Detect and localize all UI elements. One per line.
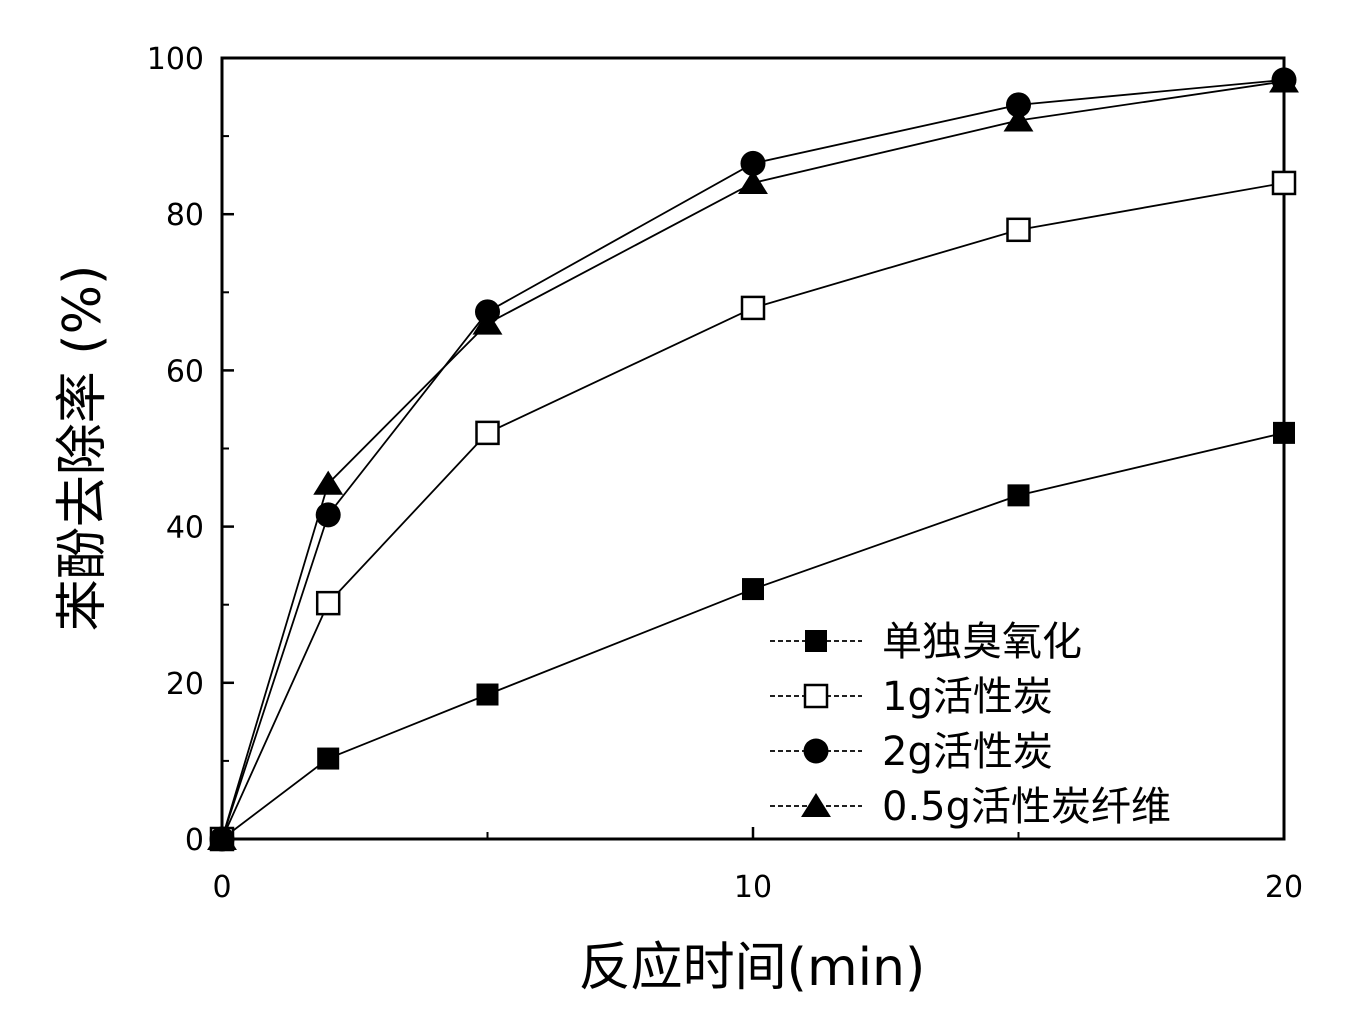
series-line: [221, 182, 1285, 840]
data-point: [738, 169, 768, 195]
data-point: [476, 683, 499, 706]
x-axis: 0 10 20: [212, 827, 1303, 905]
data-point: [207, 826, 237, 851]
data-point: [1273, 421, 1295, 444]
legend-marker: [805, 630, 827, 652]
data-point: [315, 590, 341, 616]
legend-label: 2g活性炭: [882, 729, 1053, 775]
y-tick-label: 60: [166, 354, 204, 389]
y-tick-label: 100: [147, 42, 204, 77]
data-point: [1271, 170, 1297, 196]
data-point: [315, 502, 341, 528]
series-line: [221, 80, 1285, 840]
series-line: [221, 78, 1285, 840]
data-point: [1006, 92, 1031, 118]
y-tick-label: 40: [166, 511, 204, 546]
data-point: [317, 747, 340, 770]
legend-item: 单独臭氧化: [770, 619, 1082, 665]
data-point: [742, 578, 764, 601]
data-point: [475, 420, 500, 446]
x-axis-title: 反应时间(min): [579, 938, 926, 998]
series-4: [207, 68, 1299, 851]
x-tick-label: 20: [1265, 870, 1303, 905]
data-point: [1269, 68, 1299, 93]
data-point: [472, 310, 503, 335]
x-tick-label: 0: [212, 870, 231, 905]
data-point: [1003, 107, 1034, 132]
y-tick-label: 20: [166, 667, 204, 702]
legend-label: 0.5g活性炭纤维: [882, 784, 1171, 830]
legend-marker: [803, 683, 829, 709]
legend-marker: [803, 738, 829, 764]
data-point: [1007, 484, 1030, 507]
data-point: [740, 295, 766, 321]
data-point: [313, 470, 344, 495]
legend-item: 1g活性炭: [770, 674, 1053, 720]
legend-label: 单独臭氧化: [882, 619, 1082, 665]
y-axis-title: 苯酚去除率 (%): [53, 265, 113, 632]
legend-marker: [801, 793, 831, 818]
y-tick-label: 80: [166, 198, 204, 233]
legend-item: 2g活性炭: [770, 729, 1053, 775]
series-layer: [207, 67, 1299, 852]
x-tick-label: 10: [734, 870, 772, 905]
legend-label: 1g活性炭: [882, 674, 1053, 720]
data-point: [740, 150, 766, 176]
series-1: [211, 421, 1295, 850]
series-line: [221, 432, 1285, 840]
series-2: [209, 170, 1297, 852]
legend-item: 0.5g活性炭纤维: [770, 784, 1171, 830]
y-axis: 0 20 40 60 80 100: [147, 42, 234, 858]
legend: 单独臭氧化 1g活性炭 2g活性炭 0.5g活性炭纤维: [770, 619, 1171, 830]
y-tick-label: 0: [185, 823, 204, 858]
data-point: [1006, 217, 1031, 243]
